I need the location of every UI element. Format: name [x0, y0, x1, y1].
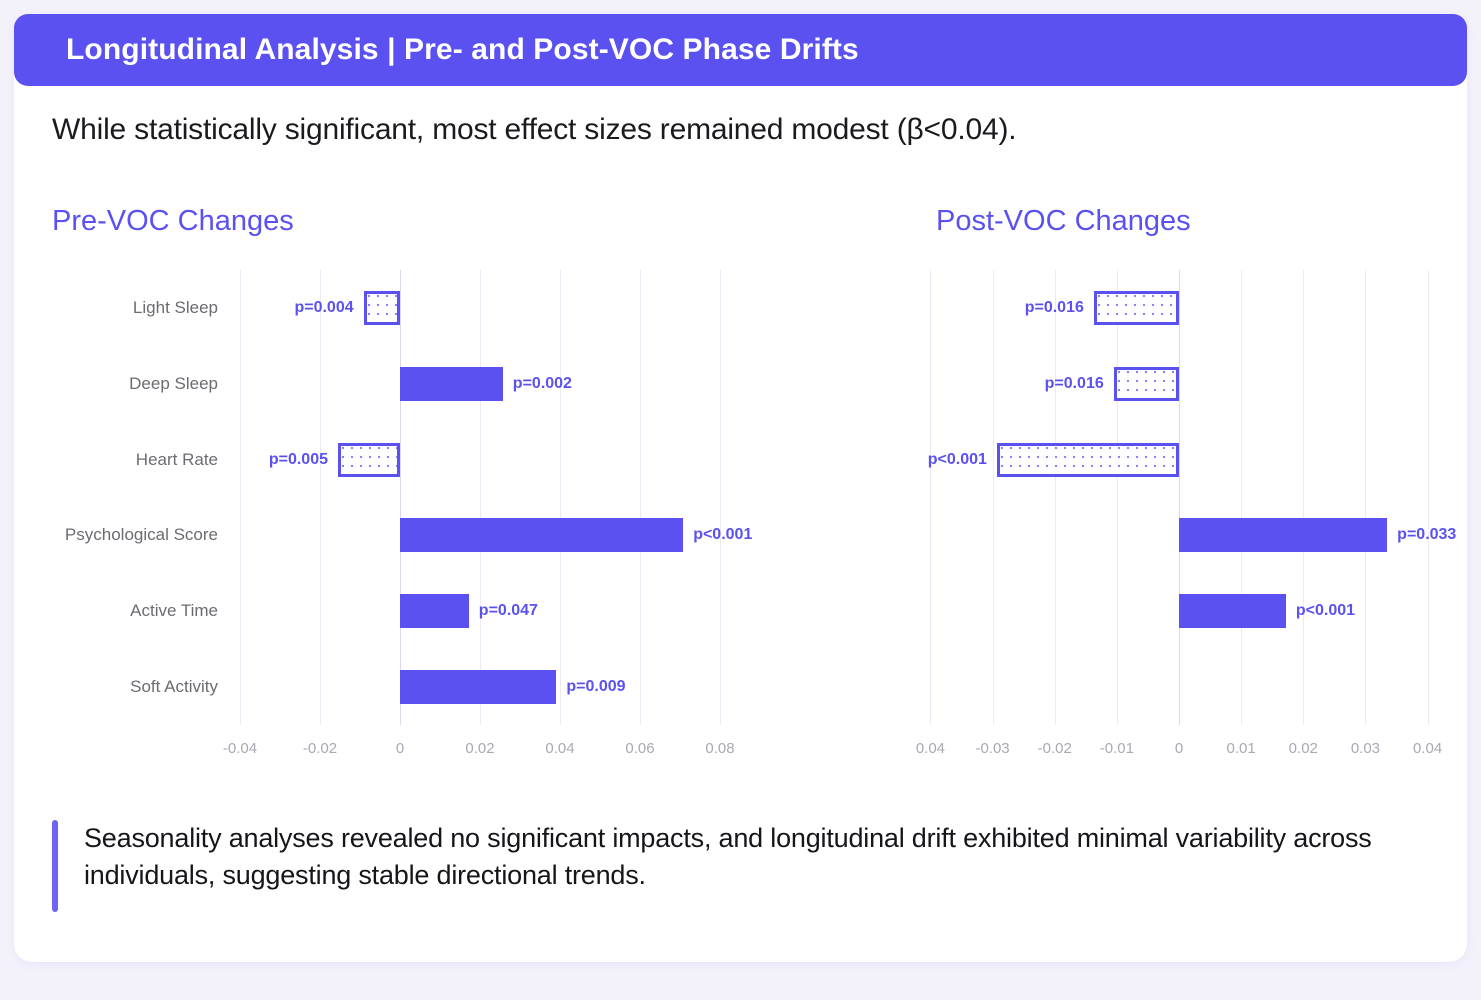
p-value-label: p=0.016: [1044, 374, 1104, 392]
bar-pre-0: [363, 290, 400, 325]
x-axis-tick-label: 0.08: [705, 740, 735, 757]
bar-pre-4: [400, 594, 469, 629]
bar-pre-3: [400, 518, 684, 553]
x-axis-tick-label: -0.03: [975, 740, 1010, 757]
gridline: [1054, 270, 1056, 725]
chart-panel-pre: Light Sleep p=0.004 Deep Sleep p=0.002 Heart…: [40, 270, 780, 770]
gridline: [1241, 270, 1243, 725]
category-label: Heart Rate: [135, 449, 218, 469]
footer-text: Seasonality analyses revealed no signifi…: [84, 823, 1372, 891]
x-axis-tick-label: -0.02: [302, 740, 338, 757]
chart-title-pre: Pre-VOC Changes: [52, 205, 294, 237]
subtitle-text: While statistically significant, most ef…: [52, 113, 1017, 146]
bar-post-2: [996, 442, 1179, 477]
category-label: Psychological Score: [64, 525, 218, 545]
p-value-label: p=0.002: [512, 374, 572, 392]
plot-area-pre: Light Sleep p=0.004 Deep Sleep p=0.002 Heart…: [65, 270, 760, 725]
gridline: [640, 270, 641, 725]
p-value-label: p=0.033: [1397, 526, 1457, 544]
accent-bar: [52, 820, 58, 912]
p-value-label: p<0.001: [927, 450, 987, 468]
category-label: Active Time: [130, 601, 218, 621]
gridline: [480, 270, 481, 725]
x-axis-tick-label: 0.06: [625, 740, 655, 757]
chart-title-post: Post-VOC Changes: [936, 205, 1191, 237]
bar-pre-2: [338, 442, 400, 477]
gridline: [1365, 270, 1367, 725]
zero-line: [400, 270, 401, 725]
x-axis-tick-label: 0: [1174, 740, 1184, 757]
gridline: [560, 270, 561, 725]
p-value-label: p=0.004: [294, 298, 354, 316]
bar-post-0: [1093, 290, 1179, 325]
x-axis-tick-label: 0.04: [915, 740, 946, 757]
bar-post-4: [1179, 594, 1286, 629]
category-label: Deep Sleep: [129, 373, 218, 393]
bar-pre-5: [400, 670, 557, 705]
gridline: [240, 270, 241, 725]
x-axis-tick-label: 0.04: [1412, 740, 1443, 757]
x-axis-tick-label: 0.02: [1288, 740, 1318, 757]
x-axis-tick-label: -0.01: [1099, 740, 1134, 757]
gridline: [720, 270, 721, 725]
x-axis-tick-label: 0: [395, 740, 405, 757]
footer-callout: Seasonality analyses revealed no signifi…: [52, 820, 1422, 912]
gridline: [1427, 270, 1429, 725]
bar-post-3: [1179, 518, 1388, 553]
x-axis-tick-label: -0.04: [222, 740, 258, 757]
content-card: [14, 14, 1467, 962]
p-value-label: p<0.001: [1295, 602, 1356, 620]
bar-pre-1: [400, 366, 503, 401]
header-bar: Longitudinal Analysis | Pre- and Post-VO…: [14, 14, 1467, 86]
zero-line: [1179, 270, 1180, 725]
x-axis-tick-label: -0.02: [1037, 740, 1072, 757]
x-axis-tick-label: 0.02: [465, 740, 495, 757]
gridline: [930, 270, 932, 725]
p-value-label: p=0.005: [268, 450, 328, 468]
chart-panel-post: p=0.016 p=0.016 p<0.001 p=0.033 p<0.001 0.04 -…: [880, 270, 1456, 770]
x-axis-tick-label: 0.03: [1350, 740, 1381, 757]
p-value-label: p=0.016: [1024, 298, 1084, 316]
page-title: Longitudinal Analysis | Pre- and Post-VO…: [66, 33, 859, 66]
gridline: [320, 270, 321, 725]
x-axis-tick-label: 0.01: [1226, 740, 1256, 757]
gridline: [1116, 270, 1118, 725]
gridline: [992, 270, 994, 725]
gridline: [1303, 270, 1305, 725]
plot-area-post: p=0.016 p=0.016 p<0.001 p=0.033 p<0.001: [918, 270, 1456, 725]
p-value-label: p<0.001: [693, 526, 753, 544]
bar-post-1: [1113, 366, 1179, 401]
category-label: Light Sleep: [132, 297, 218, 317]
p-value-label: p=0.009: [566, 678, 626, 696]
category-label: Soft Activity: [130, 677, 218, 697]
x-axis-tick-label: 0.04: [545, 740, 575, 757]
p-value-label: p=0.047: [478, 602, 538, 620]
